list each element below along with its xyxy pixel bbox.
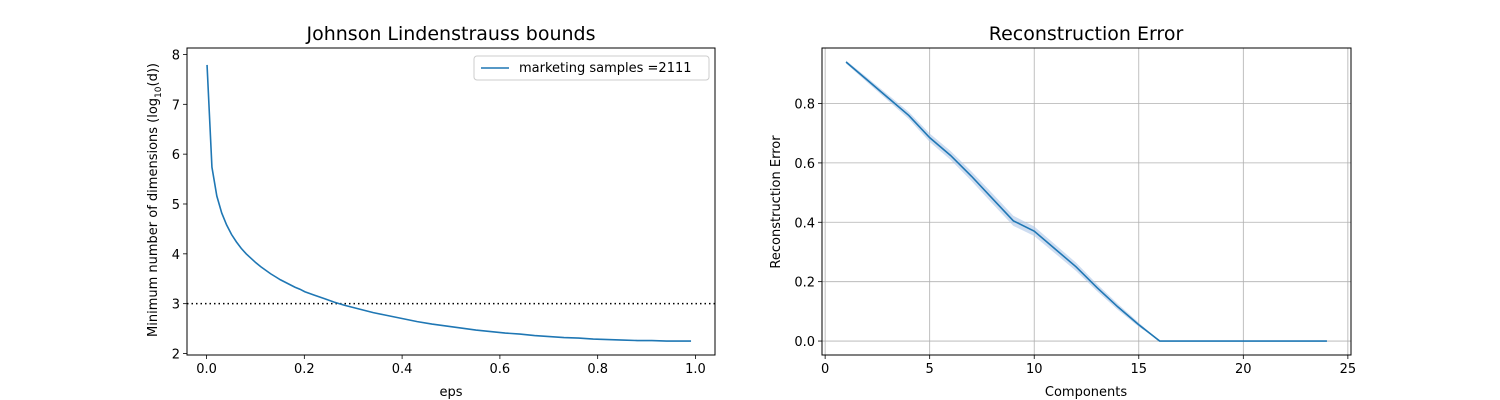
jl-axes-frame (186, 47, 716, 356)
re-xtick-label: 20 (1235, 362, 1252, 377)
re-ytick-label: 0.6 (794, 157, 815, 172)
jl-ytick-label: 8 (172, 48, 180, 63)
jl-ytick-label: 3 (172, 298, 180, 313)
re-ticks: 0 5 10 15 20 25 0.0 0.2 0.4 0.6 0.8 (794, 98, 1356, 377)
jl-legend-label: marketing samples =2111 (519, 61, 692, 76)
jl-x-axis-label: eps (439, 385, 462, 400)
jl-ytick-label: 4 (172, 248, 180, 263)
re-xtick-label: 5 (926, 362, 934, 377)
re-ytick-label: 0.0 (794, 335, 815, 350)
jl-chart-title: Johnson Lindenstrauss bounds (305, 23, 595, 45)
jl-legend: marketing samples =2111 (473, 55, 710, 81)
jl-y-label-end: (d)) (146, 63, 161, 86)
jl-xtick-label: 0.0 (196, 362, 217, 377)
re-xtick-label: 0 (821, 362, 829, 377)
re-xtick-label: 15 (1130, 362, 1147, 377)
jl-y-label-main: Minimum number of dimensions (log (146, 98, 161, 337)
jl-series-line (206, 64, 692, 342)
jl-xtick-label: 0.4 (392, 362, 413, 377)
re-grid (822, 48, 1351, 355)
re-plot-area (845, 60, 1327, 342)
jl-xtick-label: 0.2 (294, 362, 315, 377)
re-axes-frame (821, 47, 1352, 356)
re-confidence-band (846, 60, 1327, 342)
jl-legend-box (473, 55, 710, 81)
jl-y-label-sub: 10 (154, 86, 164, 98)
jl-ticks: 0.0 0.2 0.4 0.6 0.8 1.0 2 3 4 5 6 7 8 (172, 48, 706, 377)
re-xtick-label: 10 (1026, 362, 1043, 377)
jl-ytick-label: 2 (172, 348, 180, 363)
jl-xtick-label: 0.8 (587, 362, 608, 377)
re-ytick-label: 0.4 (794, 216, 815, 231)
jl-xtick-label: 1.0 (685, 362, 706, 377)
jl-plot-area (187, 64, 715, 342)
reconstruction-error-chart: Reconstruction Error Components Reconstr… (769, 23, 1356, 400)
re-ytick-label: 0.8 (794, 98, 815, 113)
re-xtick-label: 25 (1340, 362, 1357, 377)
re-ytick-label: 0.2 (794, 276, 815, 291)
jl-ytick-label: 5 (172, 198, 180, 213)
jl-xtick-label: 0.6 (490, 362, 511, 377)
jl-y-axis-label: Minimum number of dimensions (log10(d)) (146, 63, 164, 337)
jl-bounds-chart: Johnson Lindenstrauss bounds eps Minimum… (146, 23, 716, 400)
re-y-axis-label: Reconstruction Error (769, 135, 784, 269)
jl-ytick-label: 6 (172, 148, 180, 163)
re-chart-title: Reconstruction Error (989, 23, 1184, 45)
re-x-axis-label: Components (1045, 385, 1127, 400)
re-series-line (845, 61, 1327, 342)
jl-ytick-label: 7 (172, 98, 180, 113)
